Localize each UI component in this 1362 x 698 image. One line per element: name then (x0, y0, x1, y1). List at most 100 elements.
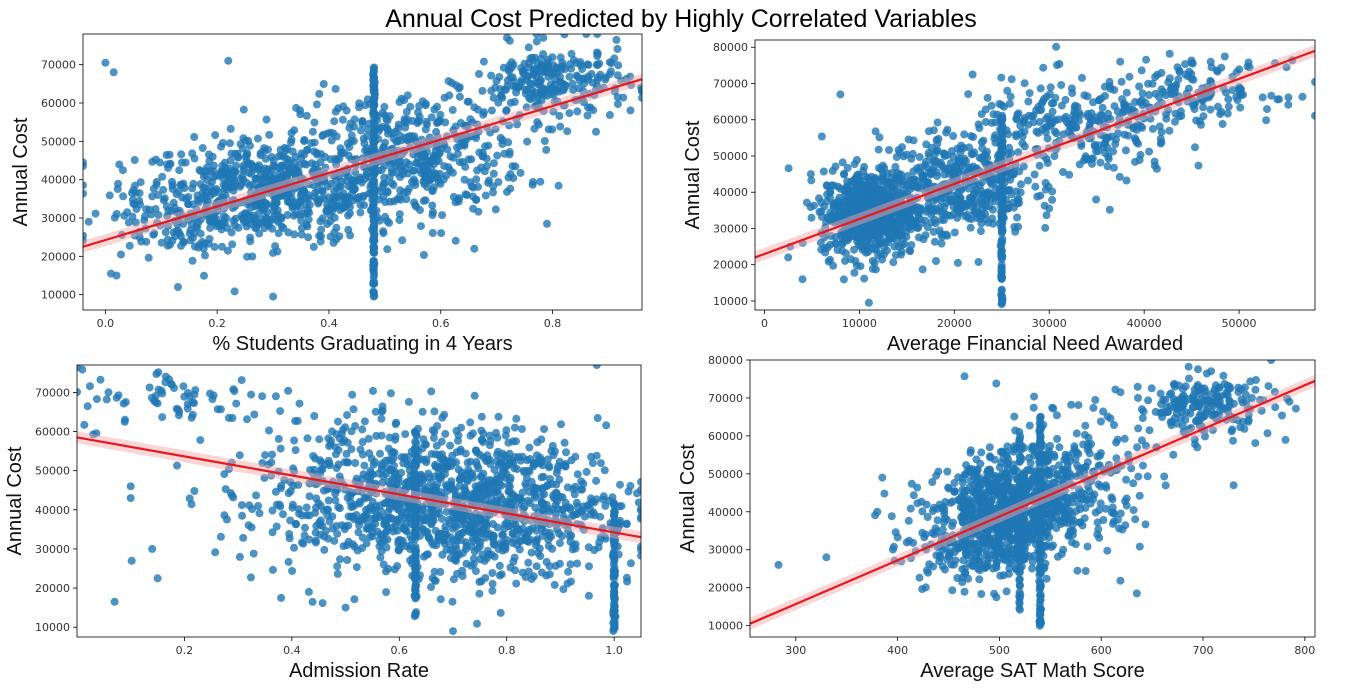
data-point (500, 466, 509, 475)
data-point (822, 181, 831, 190)
data-point (201, 251, 209, 260)
data-point (284, 164, 293, 173)
data-point (453, 135, 462, 143)
plot-1: 0.0 0.2 0.4 0.6 0.81000020000300004000050000… (10, 33, 643, 355)
data-point (933, 118, 942, 127)
data-point (614, 61, 623, 70)
data-point (440, 410, 449, 419)
data-point (456, 445, 465, 454)
data-point (848, 195, 857, 204)
data-point (242, 156, 251, 165)
data-point (1031, 145, 1040, 154)
data-point (167, 380, 176, 389)
data-point (310, 412, 319, 420)
data-point (378, 406, 387, 415)
data-point (493, 498, 502, 507)
data-point (498, 449, 507, 458)
data-point (897, 241, 906, 250)
y-axis-label: Annual Cost (10, 117, 32, 226)
data-point (537, 473, 546, 482)
data-point (112, 271, 121, 280)
data-point (1157, 68, 1166, 77)
data-point (903, 202, 912, 211)
y-tick-label: 30000 (35, 543, 70, 556)
data-point (878, 161, 887, 170)
data-point (970, 177, 979, 185)
data-point (297, 230, 306, 239)
data-point (1024, 97, 1033, 106)
data-point (613, 100, 622, 109)
data-point (127, 556, 136, 565)
data-point (109, 68, 118, 77)
data-point (590, 546, 599, 554)
data-point (534, 120, 543, 129)
data-point (473, 544, 482, 553)
data-point (1142, 55, 1151, 64)
data-point (567, 49, 576, 58)
data-point (364, 524, 373, 533)
data-point (463, 458, 472, 467)
data-point (1204, 90, 1212, 99)
data-point (1236, 103, 1245, 112)
data-point (555, 539, 564, 548)
data-point (311, 538, 320, 547)
data-point (92, 429, 101, 438)
data-point (807, 176, 816, 185)
data-point (77, 388, 81, 396)
data-point (1115, 172, 1124, 181)
y-tick-label: 10000 (41, 289, 76, 302)
data-point (472, 175, 481, 184)
data-point (427, 504, 436, 513)
data-point (296, 203, 305, 212)
data-point (317, 232, 325, 241)
data-point (1042, 114, 1050, 123)
data-point (997, 73, 1006, 82)
data-point (303, 434, 312, 443)
data-point (190, 133, 199, 141)
data-point (547, 532, 556, 541)
data-point (1263, 105, 1271, 114)
data-point (344, 521, 353, 530)
data-point (1311, 77, 1315, 86)
data-point (441, 118, 450, 127)
data-point (983, 153, 992, 162)
data-point (567, 456, 576, 465)
data-point (1039, 151, 1048, 160)
data-point (491, 205, 500, 214)
data-point (556, 53, 565, 62)
data-point (114, 179, 123, 188)
data-point (308, 127, 317, 136)
data-point (360, 201, 369, 210)
data-point (412, 592, 421, 601)
data-point (179, 382, 188, 391)
data-point (270, 162, 279, 171)
data-point (433, 422, 442, 430)
data-point (276, 167, 285, 176)
data-point (1136, 150, 1145, 159)
data-point (369, 288, 378, 297)
data-point (223, 246, 232, 255)
data-point (317, 225, 326, 234)
data-point (965, 143, 974, 152)
data-point (891, 162, 900, 171)
data-point (557, 420, 565, 429)
data-point (626, 106, 635, 115)
data-point (878, 226, 887, 235)
data-point (394, 536, 403, 545)
data-point (488, 569, 497, 577)
data-point (1145, 147, 1154, 156)
data-point (637, 551, 641, 560)
data-point (298, 511, 307, 520)
data-point (445, 540, 454, 549)
data-point (365, 449, 374, 458)
data-point (512, 579, 521, 588)
data-point (185, 229, 194, 238)
data-point (513, 120, 522, 129)
data-point (864, 298, 873, 307)
data-point (563, 579, 572, 588)
data-point (1035, 161, 1044, 170)
data-point (331, 84, 340, 93)
data-point (230, 202, 239, 211)
x-tick-label: 0.2 (208, 317, 226, 330)
data-point (350, 595, 359, 604)
